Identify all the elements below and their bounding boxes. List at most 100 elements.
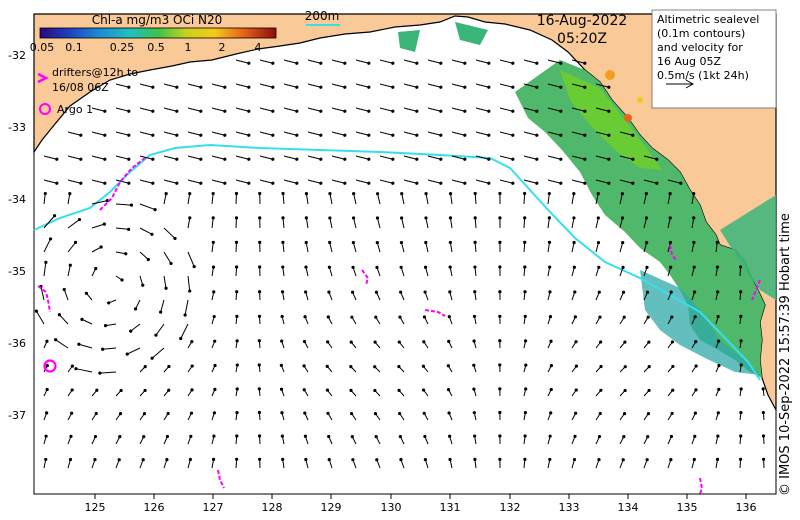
velocity-arrow (643, 217, 647, 229)
velocity-arrow-head (761, 387, 765, 391)
velocity-arrow-head (375, 265, 379, 269)
velocity-arrow-head (150, 356, 154, 360)
velocity-arrow-head (258, 265, 262, 269)
velocity-arrow (523, 193, 526, 205)
velocity-arrow (425, 217, 429, 229)
velocity-arrow-head (549, 411, 553, 415)
velocity-arrow-head (374, 435, 378, 439)
velocity-arrow (63, 289, 69, 301)
velocity-arrow-head (400, 192, 404, 196)
velocity-arrow (307, 131, 321, 136)
velocity-arrow-head (169, 261, 173, 266)
velocity-arrow-head (472, 339, 476, 343)
velocity-arrow-head (668, 192, 672, 196)
velocity-arrow (427, 59, 441, 64)
velocity-arrow-head (547, 191, 551, 196)
velocity-arrow (353, 193, 357, 205)
velocity-arrow-head (622, 412, 627, 416)
velocity-arrow-head (319, 157, 323, 161)
velocity-arrow (377, 217, 381, 229)
velocity-arrow (379, 179, 393, 184)
velocity-arrow-head (93, 458, 97, 462)
velocity-arrow-head (473, 240, 477, 244)
velocity-arrow-head (671, 388, 675, 392)
velocity-arrow (379, 59, 393, 64)
velocity-arrow-head (498, 265, 502, 269)
velocity-arrow-head (45, 411, 49, 415)
velocity-arrow-head (583, 181, 587, 185)
velocity-arrow-head (645, 240, 649, 245)
velocity-arrow-head (423, 290, 427, 294)
velocity-arrow-head (739, 339, 743, 343)
velocity-arrow-head (302, 364, 306, 368)
velocity-arrow-head (327, 434, 331, 439)
velocity-arrow-head (631, 157, 635, 161)
velocity-legend-box (651, 9, 777, 109)
velocity-arrow-head (573, 434, 577, 438)
velocity-arrow-head (621, 290, 626, 294)
velocity-arrow-head (142, 411, 147, 416)
velocity-arrow (403, 155, 417, 160)
velocity-arrow-head (55, 157, 59, 161)
velocity-arrow-head (351, 240, 355, 245)
velocity-arrow (499, 59, 513, 64)
velocity-arrow (307, 107, 321, 112)
velocity-arrow-head (349, 340, 353, 344)
velocity-arrow-head (45, 364, 49, 368)
velocity-arrow-head (498, 216, 502, 220)
velocity-arrow-head (623, 365, 627, 369)
velocity-arrow-head (151, 133, 155, 137)
velocity-arrow (451, 179, 465, 184)
velocity-arrow (43, 238, 51, 253)
velocity-arrow (283, 131, 297, 136)
velocity-arrow-head (717, 339, 721, 343)
y-tick-label: -34 (8, 193, 26, 206)
velocity-arrow-head (223, 85, 227, 89)
velocity-arrow-head (655, 157, 659, 161)
velocity-arrow-head (150, 232, 154, 236)
velocity-arrow (307, 179, 321, 184)
velocity-arrow-head (439, 133, 443, 137)
colorbar-ticks: 0.05 0.1 0.25 0.5 1 2 4 (30, 41, 262, 54)
velocity-arrow-head (472, 387, 476, 391)
velocity-arrow-head (133, 307, 138, 311)
velocity-arrow-head (153, 207, 157, 212)
velocity-arrow-head (399, 240, 404, 245)
velocity-arrow-head (70, 411, 74, 415)
velocity-arrow (160, 299, 165, 313)
velocity-arrow-head (473, 216, 477, 220)
velocity-arrow-head (692, 240, 696, 245)
velocity-arrow-head (670, 315, 674, 319)
velocity-arrow-head (448, 216, 453, 220)
velocity-arrow-head (84, 291, 89, 295)
velocity-arrow (377, 193, 381, 205)
y-tick-label: -32 (8, 49, 26, 62)
velocity-arrow-head (738, 457, 743, 461)
velocity-arrow-head (154, 333, 158, 337)
velocity-arrow (163, 179, 177, 184)
velocity-arrow-head (693, 434, 697, 438)
velocity-arrow (403, 131, 417, 136)
velocity-arrow (75, 368, 93, 373)
velocity-arrow-head (119, 388, 123, 393)
velocity-arrow (571, 217, 575, 229)
velocity-arrow-head (247, 85, 251, 89)
velocity-arrow (523, 131, 537, 136)
velocity-arrow (211, 131, 225, 136)
velocity-arrow-head (213, 339, 217, 343)
x-tick-label: 133 (559, 501, 580, 514)
velocity-arrow-head (212, 411, 217, 415)
velocity-arrow-head (142, 435, 146, 439)
velocity-arrow-head (319, 133, 323, 137)
velocity-arrow-head (54, 338, 58, 342)
velocity-arrow (259, 179, 273, 184)
credit-text: © IMOS 10-Sep-2022 15:57:39 Hobart time (778, 213, 793, 496)
velocity-arrow-head (415, 157, 419, 161)
velocity-arrow (523, 217, 526, 229)
velocity-legend-text: Altimetric sealevel (0.1m contours) and … (657, 13, 759, 82)
velocity-arrow-head (165, 434, 170, 439)
velocity-arrow (55, 339, 69, 349)
velocity-arrow-head (199, 181, 203, 185)
velocity-arrow-head (127, 157, 131, 161)
velocity-arrow-head (446, 364, 450, 368)
